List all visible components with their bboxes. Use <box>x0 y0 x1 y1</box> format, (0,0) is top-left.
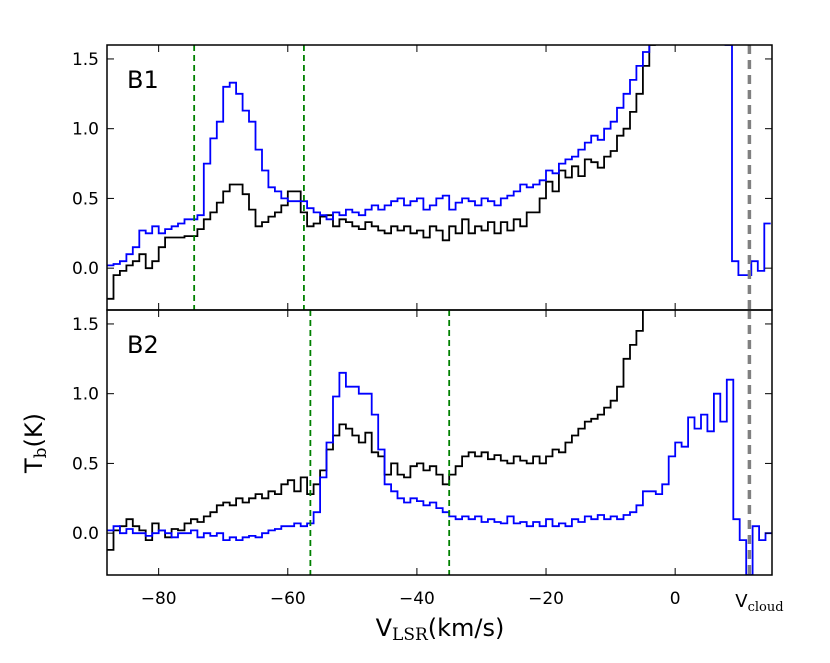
y-tick-label: 0.0 <box>72 524 99 544</box>
vcloud-label-main: V <box>735 591 748 612</box>
y-axis-title-unit: (K) <box>20 413 48 447</box>
series-line-black <box>107 310 651 551</box>
series-line-blue <box>107 45 771 276</box>
y-axis-title-sub: b <box>31 447 51 458</box>
x-axis-title-unit: (km/s) <box>428 614 505 642</box>
y-axis-title-main: T <box>20 458 48 474</box>
y-tick-label: 1.5 <box>72 315 99 335</box>
y-tick-label: 0.0 <box>72 259 99 279</box>
y-axis-title: Tb(K) <box>20 413 51 474</box>
x-axis-title-main: V <box>376 614 393 642</box>
y-tick-label: 0.5 <box>72 454 99 474</box>
x-tick-label: 0 <box>670 589 681 609</box>
panel-label: B1 <box>127 66 159 94</box>
panel-b1: 0.0 0.5 1.0 1.5 B1 <box>72 44 773 311</box>
plot-area <box>107 45 771 310</box>
vcloud-label-sub: cloud <box>748 600 784 615</box>
series-line-black <box>107 45 656 300</box>
panel-b2: 0.0 0.5 1.0 1.5 B2 <box>72 309 773 576</box>
x-tick-label: −20 <box>528 589 564 609</box>
plot-area <box>107 310 772 575</box>
x-tick-label: −80 <box>141 589 177 609</box>
y-tick-label: 1.5 <box>72 50 99 70</box>
y-tick-label: 1.0 <box>72 120 99 140</box>
panel-label: B2 <box>127 331 159 359</box>
series-line-blue <box>107 371 772 575</box>
panel-frame <box>106 44 773 311</box>
y-tick-label: 1.0 <box>72 385 99 405</box>
x-tick-labels: −80 −60 −40 −20 0 <box>141 589 681 609</box>
y-tick-label: 0.5 <box>72 189 99 209</box>
x-tick-label: −40 <box>399 589 435 609</box>
x-tick-label: −60 <box>270 589 306 609</box>
panel-frame <box>106 309 773 576</box>
x-axis-title-sub: LSR <box>392 625 429 645</box>
vcloud-label: Vcloud <box>735 591 783 615</box>
x-axis-title: VLSR(km/s) <box>376 614 505 645</box>
